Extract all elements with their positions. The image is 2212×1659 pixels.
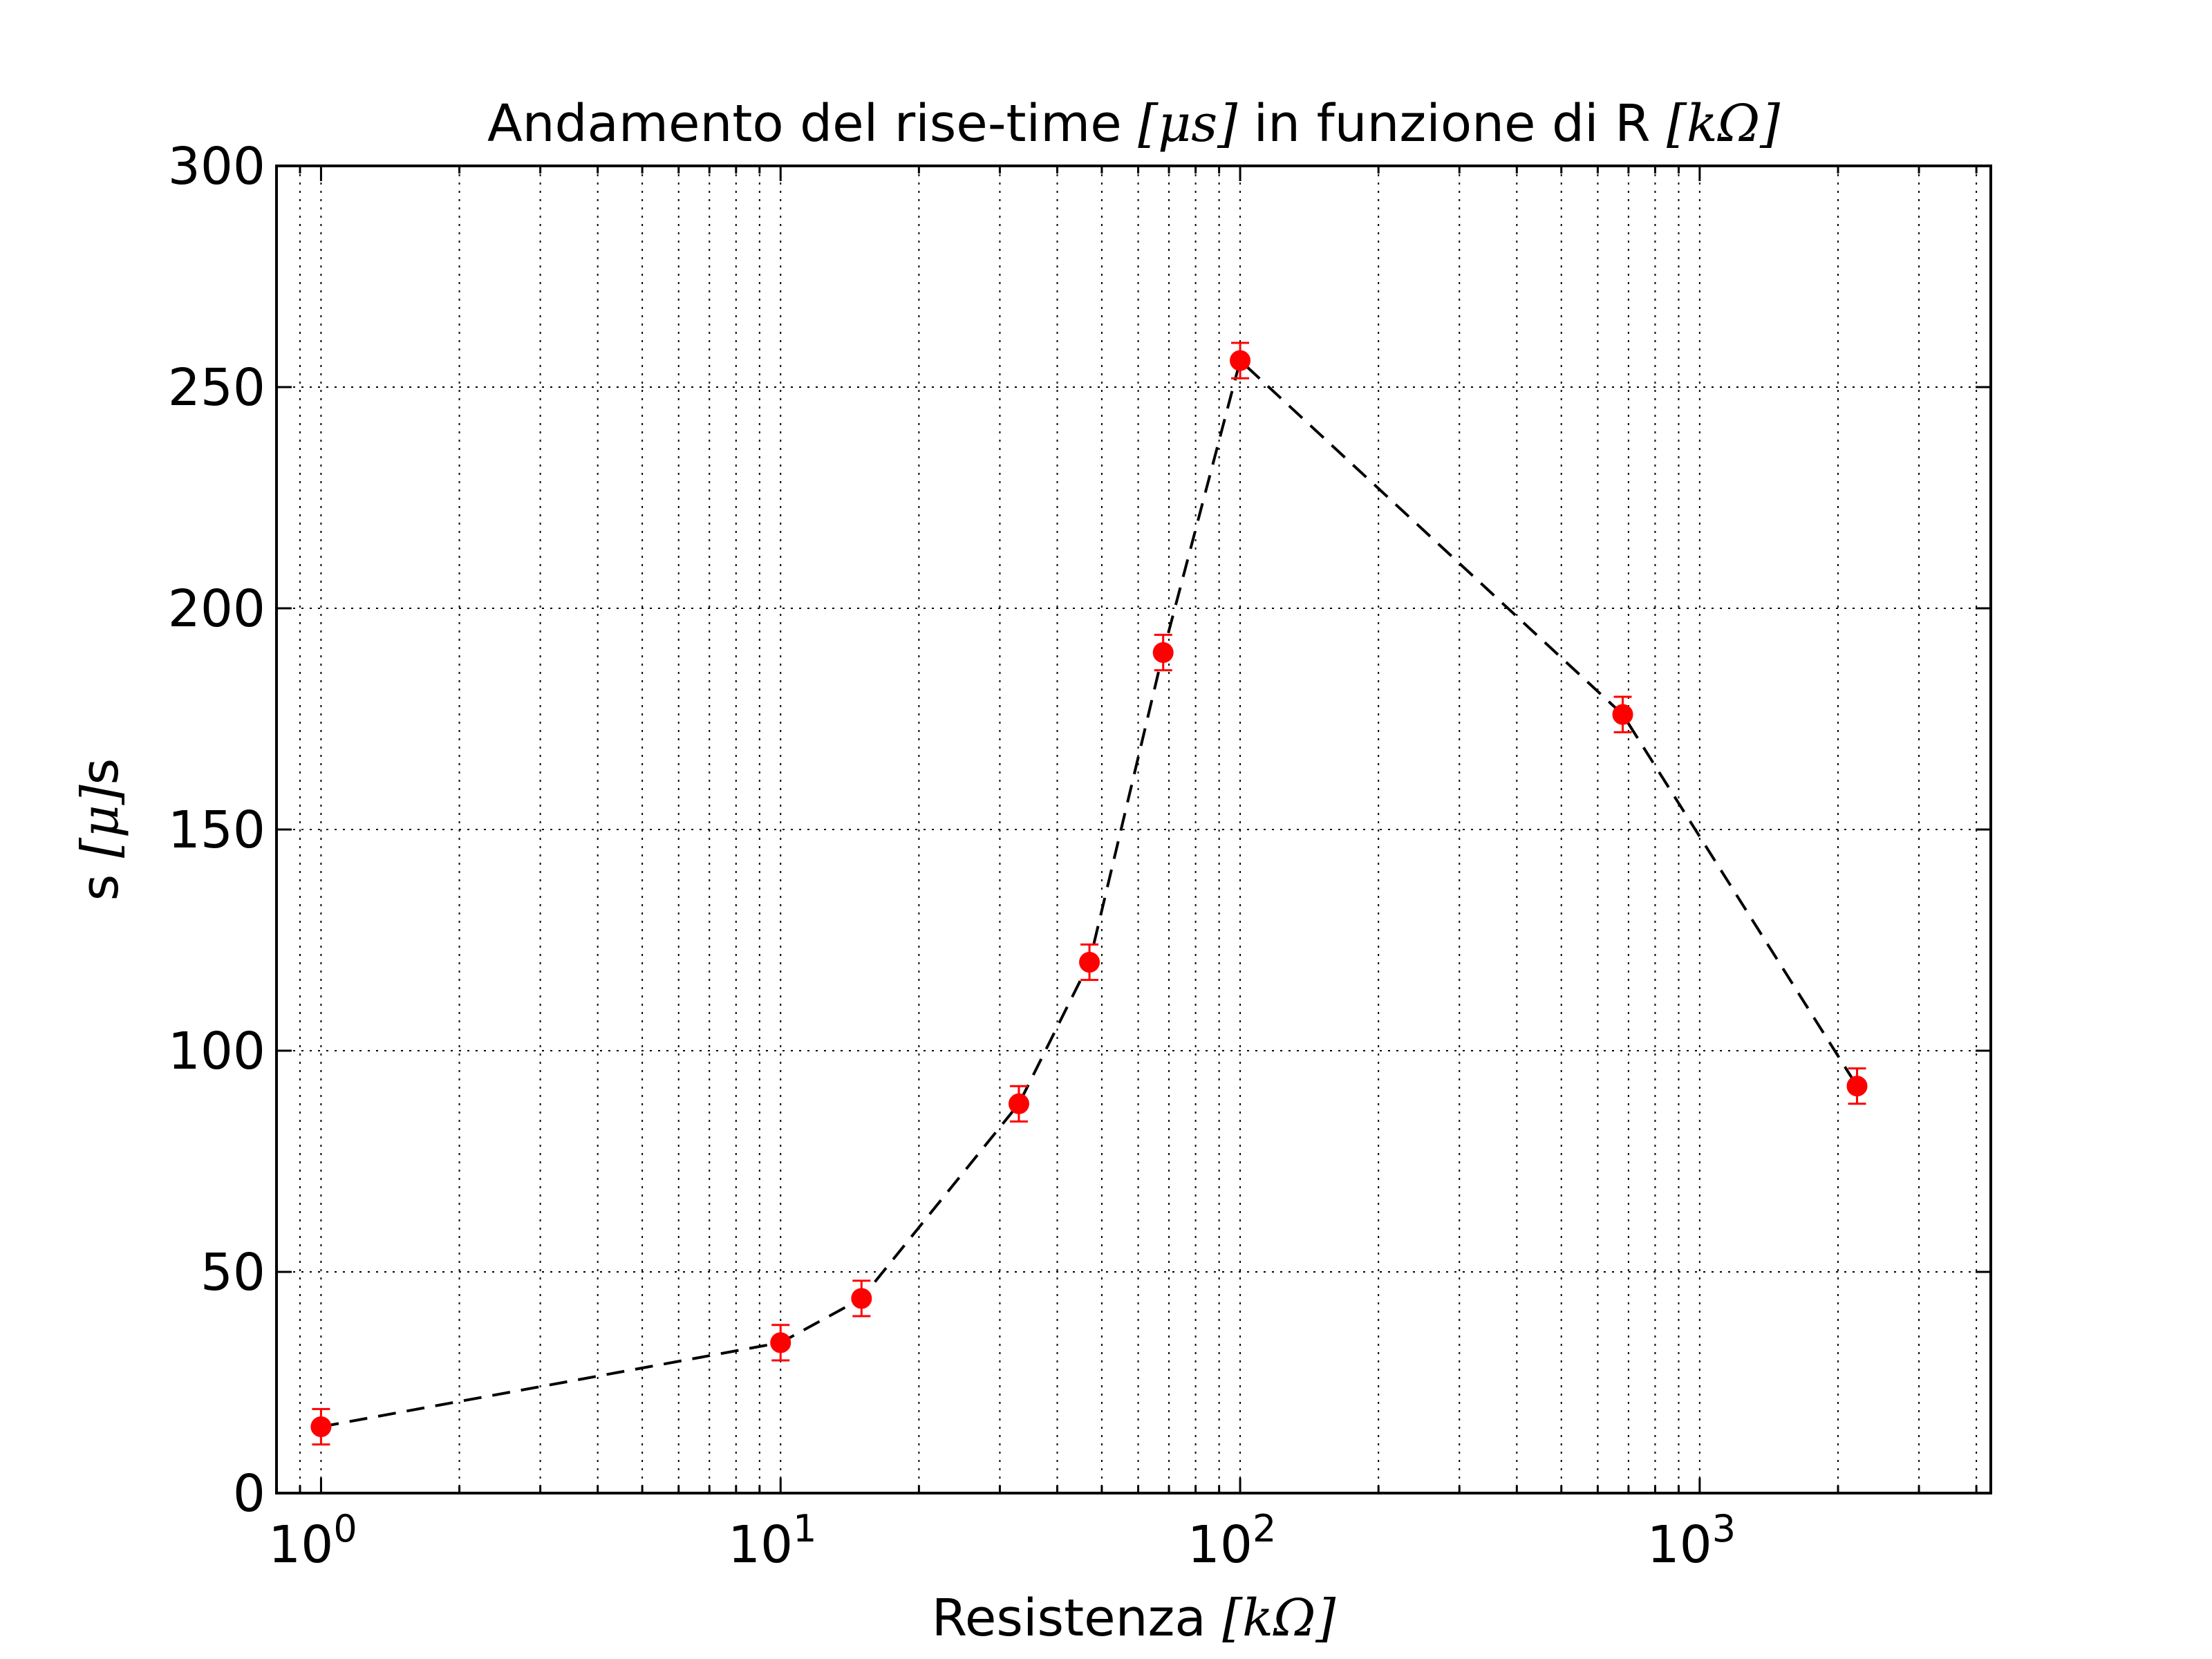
- marker: [851, 1288, 872, 1309]
- y-tick-label: 250: [168, 358, 265, 418]
- marker: [1008, 1093, 1029, 1114]
- data-point: [1230, 341, 1251, 379]
- y-tick-labels: 0 50 100 150 200 250 300: [168, 137, 265, 1524]
- y-axis-label: s [μ]s: [71, 758, 130, 901]
- marker: [770, 1332, 791, 1353]
- data-point: [310, 1407, 332, 1446]
- x-tick-label: 101: [728, 1507, 817, 1575]
- x-tick-label: 102: [1188, 1507, 1277, 1575]
- marker: [1230, 350, 1251, 371]
- data-points: [310, 341, 1868, 1446]
- data-point: [1612, 695, 1633, 733]
- chart-title: Andamento del rise-time [μs] in funzione…: [487, 94, 1780, 153]
- axis-ticks: [275, 165, 1991, 1494]
- y-tick-label: 0: [233, 1464, 265, 1524]
- x-tick-labels: 100 101 102 103: [268, 1507, 1736, 1575]
- y-tick-label: 150: [168, 800, 265, 860]
- x-tick-label: 103: [1647, 1507, 1736, 1575]
- data-point: [1152, 633, 1174, 672]
- y-tick-label: 200: [168, 579, 265, 639]
- marker: [1079, 952, 1100, 973]
- data-point: [1079, 943, 1100, 982]
- marker: [1612, 704, 1633, 725]
- data-point: [851, 1280, 872, 1318]
- y-tick-label: 50: [200, 1243, 265, 1302]
- y-tick-label: 300: [168, 137, 265, 196]
- marker: [1152, 642, 1174, 663]
- data-point: [1008, 1085, 1029, 1123]
- marker: [310, 1416, 332, 1437]
- marker: [1846, 1076, 1868, 1097]
- data-point: [770, 1324, 791, 1362]
- x-axis-label: Resistenza [kΩ]: [932, 1588, 1336, 1648]
- y-tick-label: 100: [168, 1022, 265, 1081]
- data-point: [1846, 1067, 1868, 1105]
- x-tick-label: 100: [268, 1507, 357, 1575]
